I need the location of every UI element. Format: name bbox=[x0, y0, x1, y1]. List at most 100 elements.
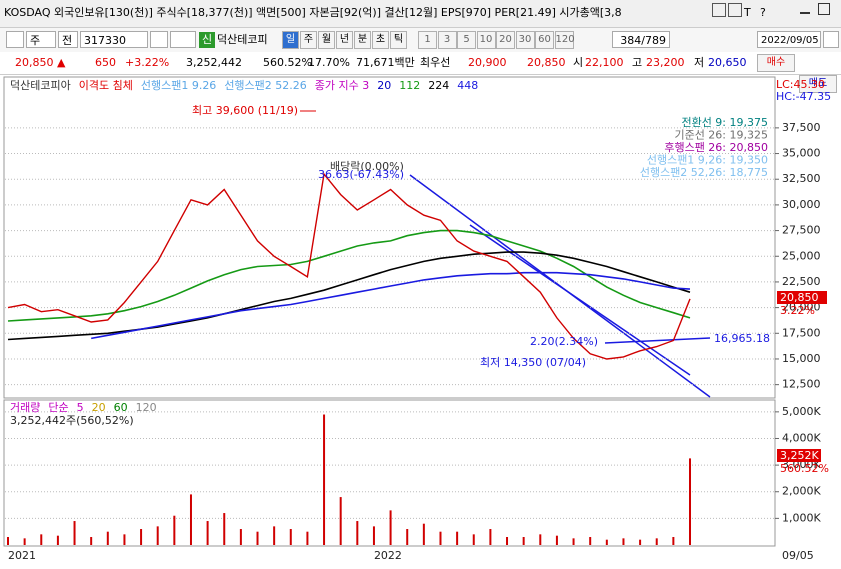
interval-button[interactable]: 1 bbox=[418, 31, 437, 49]
subtitle: 3,252,442주(560,52%) bbox=[10, 414, 134, 427]
y-tick-label: 32,500 bbox=[782, 172, 821, 185]
legend-entry: 덕산테코피아 bbox=[10, 79, 71, 92]
maximize[interactable] bbox=[818, 3, 830, 15]
y-tick-label: 35,000 bbox=[782, 147, 821, 160]
kind-button[interactable]: 전 bbox=[58, 31, 78, 48]
sound-icon[interactable] bbox=[170, 31, 196, 48]
window-icon[interactable] bbox=[728, 3, 742, 17]
window-icon[interactable] bbox=[712, 3, 726, 17]
volume-bar bbox=[639, 539, 642, 545]
volume-bar bbox=[372, 526, 375, 545]
legend-entry: 선행스팬2 52.26 bbox=[224, 79, 306, 92]
period-button[interactable]: 월 bbox=[318, 31, 335, 49]
y-tick-label: 27,500 bbox=[782, 224, 821, 237]
menu-icon[interactable] bbox=[6, 31, 24, 48]
period-button[interactable]: 분 bbox=[354, 31, 371, 49]
annotation: 최저 14,350 (07/04) bbox=[480, 356, 586, 369]
unit-select[interactable]: 주 bbox=[26, 31, 56, 48]
volume-bar bbox=[106, 531, 109, 545]
open-label: 시 bbox=[573, 56, 584, 69]
volume-bar bbox=[406, 529, 409, 545]
volume-bar bbox=[655, 538, 658, 545]
buy-button[interactable]: 매수 bbox=[757, 54, 795, 72]
volume-bar bbox=[306, 531, 309, 545]
volume-bar bbox=[206, 521, 209, 545]
period-button[interactable]: 틱 bbox=[390, 31, 407, 49]
volume-bar bbox=[472, 534, 475, 545]
rate: +3.22% bbox=[125, 56, 170, 69]
volume-bar bbox=[223, 513, 226, 545]
interval-button[interactable]: 120 bbox=[554, 31, 575, 49]
volume-bar bbox=[605, 539, 608, 545]
last-label: 3.22% bbox=[780, 304, 815, 317]
volume-bar bbox=[256, 531, 259, 545]
count-box[interactable]: 384/789 bbox=[612, 31, 670, 48]
interval-button[interactable]: 10 bbox=[476, 31, 496, 49]
price: 20,850 ▲ bbox=[15, 56, 66, 69]
change: 650 bbox=[95, 56, 116, 69]
volume-bar bbox=[140, 529, 143, 545]
low-label: 저 bbox=[694, 56, 705, 69]
interval-button[interactable]: 20 bbox=[496, 31, 515, 49]
volume-bar bbox=[356, 521, 359, 545]
legend-entry: 224 bbox=[428, 79, 449, 92]
search-icon[interactable] bbox=[150, 31, 168, 48]
icon[interactable]: T bbox=[744, 6, 751, 19]
volume-bar bbox=[339, 497, 342, 545]
y-tick-label: 17,500 bbox=[782, 326, 821, 339]
volume-bar bbox=[489, 529, 492, 545]
stock-name: 덕산테코피 bbox=[217, 33, 268, 46]
interval-button[interactable]: 5 bbox=[457, 31, 476, 49]
volume-bar bbox=[672, 537, 675, 545]
chart: 12,50015,00017,50020,00022,50025,00027,5… bbox=[3, 76, 831, 562]
code-input[interactable]: 317330 bbox=[80, 31, 148, 48]
volume-bar bbox=[56, 535, 59, 545]
annotation: 최고 39,600 (11/19) bbox=[192, 104, 298, 117]
period-button[interactable]: 년 bbox=[336, 31, 353, 49]
ma-line bbox=[91, 271, 691, 340]
high-label: 고 bbox=[632, 56, 643, 69]
best-ask: 20,900 bbox=[468, 56, 507, 69]
period-button[interactable]: 주 bbox=[300, 31, 317, 49]
volume-bar bbox=[689, 458, 691, 545]
legend-entry: 112 bbox=[399, 79, 420, 92]
volume-bar bbox=[73, 521, 76, 545]
calendar-icon[interactable] bbox=[823, 31, 839, 48]
sell-button[interactable]: 매도 bbox=[799, 75, 837, 93]
interval-button[interactable]: 30 bbox=[515, 31, 535, 49]
volume: 3,252,442 bbox=[186, 56, 242, 69]
y-tick-label: 2,000K bbox=[782, 485, 821, 498]
legend-entry: 단순 bbox=[48, 401, 68, 414]
annotation: 배당락(0.00%) bbox=[330, 160, 404, 173]
x-tick-label: 2021 bbox=[8, 549, 36, 562]
volume-bar bbox=[456, 531, 459, 545]
annotation: 16,965.18 bbox=[714, 332, 770, 345]
date-box[interactable]: 2022/09/05 bbox=[757, 31, 821, 48]
volume-bar bbox=[522, 537, 525, 545]
y-tick-label: 5,000K bbox=[782, 405, 821, 418]
y-tick-label: 4,000K bbox=[782, 431, 821, 444]
title-text: KOSDAQ 외국인보유[130(천)] 주식수[18,377(천)] 액면[5… bbox=[4, 6, 622, 19]
info-line: 선행스팬1 9,26: 19,350 bbox=[647, 154, 768, 167]
legend-entry: 선행스팬1 9.26 bbox=[141, 79, 216, 92]
icon[interactable]: ? bbox=[760, 6, 766, 19]
best-label: 최우선 bbox=[420, 56, 451, 69]
volume-bar bbox=[123, 534, 126, 545]
y-tick-label: 15,000 bbox=[782, 352, 821, 365]
axis-label: LC:45.30 bbox=[776, 78, 825, 91]
period-button[interactable]: 초 bbox=[372, 31, 389, 49]
volume-bar bbox=[506, 537, 509, 545]
volume-bar bbox=[90, 537, 93, 545]
legend-entry: 60 bbox=[114, 401, 128, 414]
minimize[interactable] bbox=[800, 12, 810, 14]
interval-button[interactable]: 60 bbox=[535, 31, 554, 49]
cursor-date: 09/05 bbox=[782, 549, 814, 562]
interval-button[interactable]: 3 bbox=[437, 31, 457, 49]
info-line: 전환선 9: 19,375 bbox=[681, 116, 768, 129]
legend-entry: 종가 지수 3 bbox=[315, 79, 369, 92]
volume-bar bbox=[23, 538, 26, 545]
annotation: 36.63(-67.43%) bbox=[318, 168, 404, 181]
period-button[interactable]: 일 bbox=[282, 31, 299, 49]
volume-bar bbox=[389, 510, 392, 545]
price-panel bbox=[3, 76, 776, 399]
